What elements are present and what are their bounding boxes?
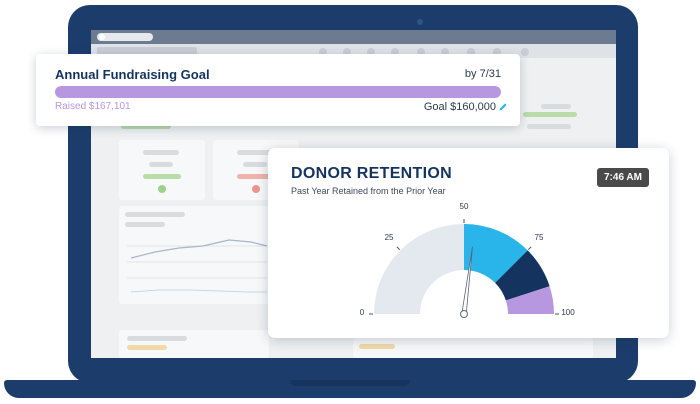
fundraising-goal-card: Annual Fundraising Goal by 7/31 Raised $… [36,54,520,126]
goal-amount: Goal $160,000 [423,101,496,113]
gauge-needle-hub [460,310,468,318]
line-chart-placeholder [119,206,269,304]
donor-retention-card: DONOR RETENTION Past Year Retained from … [268,148,669,338]
toolbar-dot [441,48,449,56]
placeholder-line [143,150,179,155]
kpi-card [119,140,205,200]
laptop-notch [290,380,410,386]
placeholder-line [121,124,171,129]
raised-amount: Raised $167,101 [55,101,131,112]
gauge-tick-mark [527,246,532,251]
pencil-icon[interactable] [498,102,508,112]
toolbar-dot [367,48,375,56]
table-placeholder [119,330,269,358]
placeholder-line [523,112,577,117]
goal-progress-bar [55,86,501,98]
toolbar-dot [521,48,529,56]
table-placeholder [353,338,593,358]
placeholder-line [527,124,571,129]
placeholder-line [359,344,395,349]
gauge-segment-1 [464,224,528,283]
placeholder-line [149,162,173,167]
toolbar-dot [467,48,475,56]
gauge-tick-label: 25 [384,233,394,243]
browser-tab[interactable] [97,33,153,41]
toolbar-dot [391,48,399,56]
placeholder-line [125,222,165,227]
laptop-base [4,380,696,398]
browser-tab-bar [91,30,616,44]
toolbar-dot [493,48,501,56]
gauge-tick-label: 50 [459,202,469,211]
time-badge: 7:46 AM [597,168,649,187]
placeholder-line [237,174,275,179]
gauge-tick-mark [396,246,401,251]
address-field[interactable] [97,47,197,55]
placeholder-line [127,336,187,341]
line-chart-sketch [127,239,268,293]
placeholder-line [237,150,273,155]
retention-gauge [369,219,559,318]
placeholder-line [127,345,167,350]
toolbar-dot [417,48,425,56]
retention-subtitle: Past Year Retained from the Prior Year [291,186,446,196]
gauge-segment-2 [495,250,550,301]
toolbar-dot [319,48,327,56]
gauge-segment-0 [374,224,464,314]
gauge-tick-label: 100 [561,308,575,317]
goal-progress-fill [55,86,501,98]
status-dot [252,185,260,193]
goal-deadline: by 7/31 [464,68,501,80]
placeholder-line [143,174,181,179]
placeholder-line [125,212,185,217]
gauge-tick-label: 0 [359,308,365,317]
toolbar-dot [343,48,351,56]
placeholder-line [243,162,267,167]
laptop-camera [417,19,423,25]
placeholder-line [541,104,571,109]
status-dot [158,185,166,193]
retention-title: DONOR RETENTION [291,165,452,182]
gauge-tick-label: 75 [534,233,544,243]
goal-title: Annual Fundraising Goal [55,67,210,82]
gauge-segment-3 [505,286,554,314]
